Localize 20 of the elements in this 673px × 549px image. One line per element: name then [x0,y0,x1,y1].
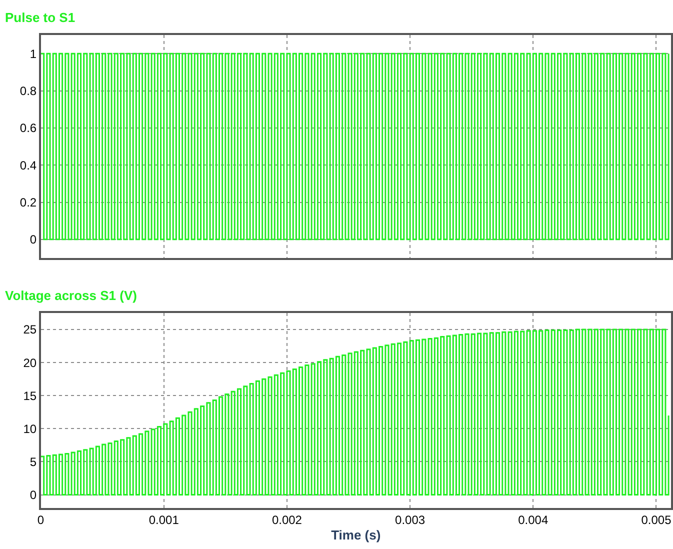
y-tick-label: 25 [23,322,37,337]
x-tick-label: 0.002 [272,513,302,528]
y-tick-label: 0.2 [20,195,37,210]
x-axis-title: Time (s) [331,527,381,542]
y-tick-label: 0.4 [20,158,37,172]
chart-title: Pulse to S1 [5,10,76,25]
x-tick-label: 0.005 [641,513,672,528]
x-tick-label: 0.001 [148,513,180,528]
y-tick-label: 1 [30,46,37,61]
y-tick-label: 10 [23,422,37,436]
y-tick-label: 0.8 [20,84,37,98]
y-tick-label: 0.6 [20,121,37,136]
y-tick-label: 5 [30,454,37,469]
chart-title: Voltage across S1 (V) [5,288,137,303]
y-tick-label: 0 [30,232,37,247]
x-tick-label: 0.004 [518,513,548,528]
x-tick-label: 0.003 [395,513,426,528]
y-tick-label: 0 [30,488,37,502]
y-tick-label: 20 [23,356,37,370]
y-tick-label: 15 [23,388,37,403]
